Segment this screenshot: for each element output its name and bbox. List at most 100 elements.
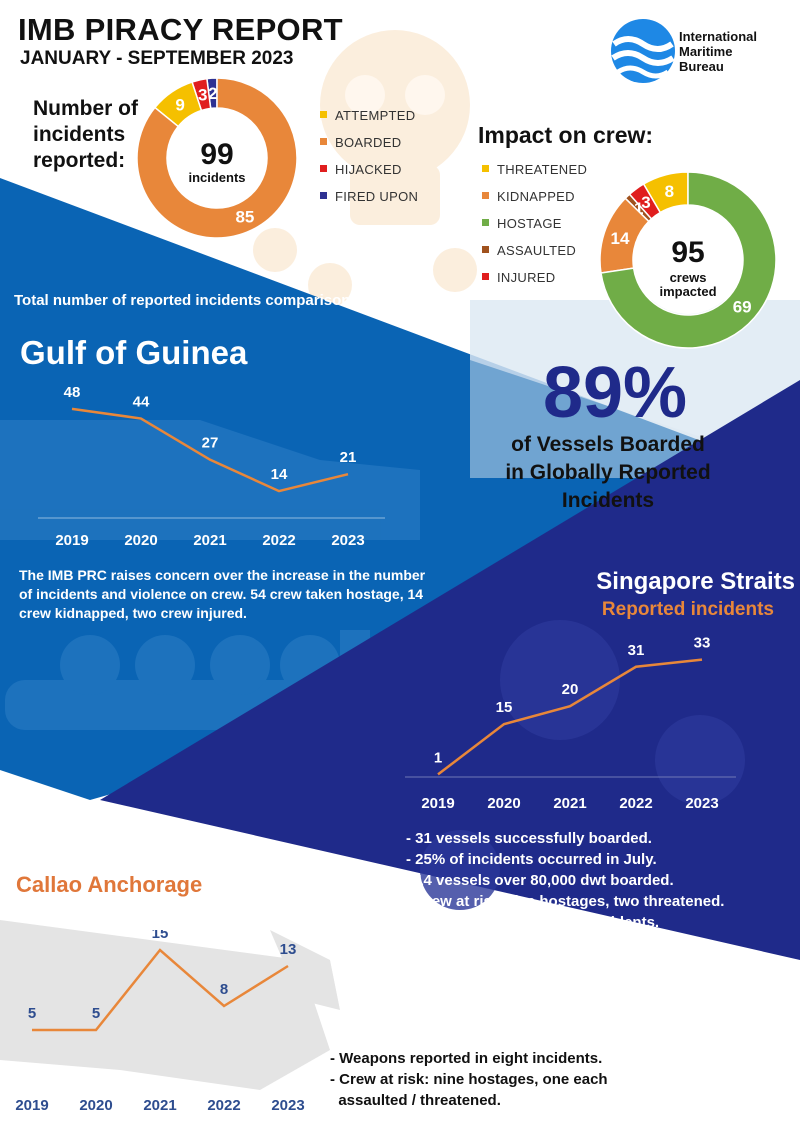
legend-item: HOSTAGE bbox=[482, 216, 562, 231]
donut-slice-boarded bbox=[137, 78, 297, 238]
x-tick-label: 2019 bbox=[421, 795, 454, 812]
legend-swatch bbox=[482, 165, 489, 172]
legend-label: ASSAULTED bbox=[497, 243, 577, 258]
comparison-label: Total number of reported incidents compa… bbox=[14, 292, 356, 309]
incidents-legend: ATTEMPTED BOARDED HIJACKED FIRED UPON bbox=[320, 108, 480, 218]
legend-swatch bbox=[482, 192, 489, 199]
gulf-of-guinea-title: Gulf of Guinea bbox=[20, 334, 248, 371]
x-tick-label: 2020 bbox=[79, 1097, 112, 1114]
series-line bbox=[437, 658, 703, 776]
page-subtitle: JANUARY - SEPTEMBER 2023 bbox=[20, 48, 294, 69]
legend-label: HOSTAGE bbox=[497, 216, 562, 231]
legend-swatch bbox=[320, 111, 327, 118]
donut-slice-hostage bbox=[600, 171, 777, 349]
data-label: 8 bbox=[220, 981, 228, 998]
legend-swatch bbox=[320, 138, 327, 145]
legend-swatch bbox=[482, 219, 489, 226]
x-tick-label: 2019 bbox=[55, 532, 88, 549]
bullet-item: - 31 vessels successfully boarded. bbox=[406, 830, 652, 847]
singapore-panel bbox=[100, 380, 800, 960]
legend-label: BOARDED bbox=[335, 135, 402, 150]
x-tick-label: 2021 bbox=[143, 1097, 176, 1114]
logo-wordmark: International Maritime Bureau bbox=[679, 29, 789, 74]
singapore-title: Singapore Straits bbox=[596, 568, 795, 595]
legend-label: INJURED bbox=[497, 270, 556, 285]
incidents-label-line: Number of bbox=[33, 97, 138, 120]
bullet-item: assaulted / threatened. bbox=[330, 1092, 501, 1109]
donut-slice-value: 3 bbox=[641, 193, 650, 212]
x-tick-label: 2019 bbox=[15, 1097, 48, 1114]
caption-line: Incidents bbox=[561, 489, 655, 512]
caption-line: of Vessels Boarded bbox=[511, 433, 705, 456]
data-label: 1 bbox=[434, 749, 442, 766]
x-tick-label: 2021 bbox=[553, 795, 586, 812]
legend-item: BOARDED bbox=[320, 135, 401, 150]
incidents-label: Number of incidents reported: bbox=[33, 96, 143, 174]
bullet-item: - 14 vessels over 80,000 dwt boarded. bbox=[406, 872, 674, 889]
legend-swatch bbox=[482, 273, 489, 280]
data-label: 33 bbox=[694, 635, 711, 652]
data-label: 44 bbox=[133, 394, 150, 411]
callao-line-chart: 5 5 15 8 13 2019 2020 2021 2022 2023 bbox=[15, 930, 304, 1114]
twitter-handle[interactable]: @IMB_Piracy bbox=[660, 997, 788, 1019]
legend-item: ATTEMPTED bbox=[320, 108, 415, 123]
x-tick-label: 2023 bbox=[331, 532, 364, 549]
incidents-label-line: incidents bbox=[33, 123, 126, 146]
donut-slice-value: 8 bbox=[665, 182, 674, 201]
donut-slice-value: 3 bbox=[198, 86, 207, 105]
data-label: 14 bbox=[271, 466, 288, 483]
donut-slice-value: 85 bbox=[235, 208, 254, 227]
legend-item: THREATENED bbox=[482, 162, 587, 177]
x-tick-label: 2021 bbox=[193, 532, 226, 549]
page-title: IMB PIRACY REPORT bbox=[18, 12, 343, 47]
boarded-percentage: 89% bbox=[542, 353, 688, 433]
data-label: 27 bbox=[202, 435, 219, 452]
legend-label: KIDNAPPED bbox=[497, 189, 575, 204]
donut-center-label: crews bbox=[670, 270, 707, 285]
callao-bullets: - Weapons reported in eight incidents. -… bbox=[330, 1048, 608, 1111]
data-label: 13 bbox=[280, 941, 297, 958]
data-label: 5 bbox=[28, 1005, 36, 1022]
donut-slice-value: 14 bbox=[611, 229, 630, 248]
x-tick-label: 2023 bbox=[271, 1097, 304, 1114]
legend-swatch bbox=[482, 246, 489, 253]
callao-map-silhouette bbox=[0, 920, 340, 1090]
x-tick-label: 2020 bbox=[487, 795, 520, 812]
skull-watermark bbox=[253, 30, 477, 307]
donut-slice-value: 2 bbox=[208, 84, 217, 103]
legend-item: INJURED bbox=[482, 270, 555, 285]
bullet-item: - 25% of incidents occurred in July. bbox=[406, 851, 657, 868]
donut-slice-value: 1 bbox=[634, 199, 643, 218]
legend-label: THREATENED bbox=[497, 162, 588, 177]
caption-line: in Globally Reported bbox=[505, 461, 711, 484]
bullet-item: - Weapons reported in 15 incidents. bbox=[406, 914, 660, 931]
boarded-percentage-caption: of Vessels Boarded in Globally Reported … bbox=[478, 431, 738, 515]
impact-on-crew-label: Impact on crew: bbox=[478, 122, 654, 148]
legend-item: HIJACKED bbox=[320, 162, 402, 177]
data-label: 48 bbox=[64, 384, 81, 401]
x-tick-label: 2022 bbox=[619, 795, 652, 812]
singapore-line-chart: 1 15 20 31 33 2019 2020 2021 2022 2023 bbox=[405, 635, 736, 812]
donut-slice-value: 69 bbox=[733, 298, 752, 317]
donut-hole bbox=[168, 109, 266, 207]
legend-swatch bbox=[320, 165, 327, 172]
hashtag[interactable]: #IMBpiracy bbox=[681, 1026, 788, 1048]
donut-center-label: incidents bbox=[188, 170, 245, 185]
legend-item: KIDNAPPED bbox=[482, 189, 575, 204]
map-watermark bbox=[420, 620, 745, 910]
legend-label: ATTEMPTED bbox=[335, 108, 416, 123]
crew-legend: THREATENED KIDNAPPED HOSTAGE ASSAULTED INJUR… bbox=[482, 162, 612, 292]
callao-title: Callao Anchorage bbox=[16, 872, 203, 897]
imb-logo-icon bbox=[611, 19, 675, 83]
incidents-label-line: reported: bbox=[33, 149, 126, 172]
bullet-item: - Crew at risk: nine hostages, one each bbox=[330, 1071, 608, 1088]
gulf-of-guinea-description: The IMB PRC raises concern over the incr… bbox=[19, 567, 426, 621]
data-label: 21 bbox=[340, 449, 357, 466]
donut-hole bbox=[634, 206, 742, 314]
donut-center-value: 95 bbox=[671, 236, 704, 269]
logo-line: International bbox=[679, 29, 758, 44]
